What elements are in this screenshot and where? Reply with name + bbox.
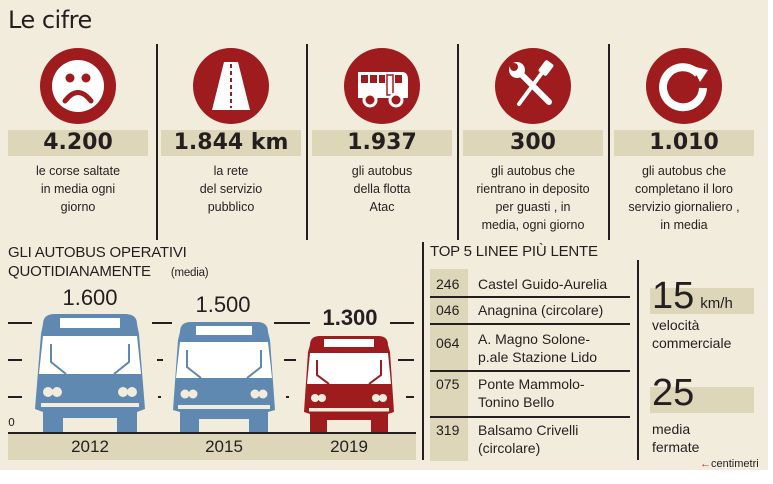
y-axis-zero-label: 0 — [8, 416, 15, 429]
figure-rete: 1.844 km la rete del servizio pubblico — [157, 44, 305, 234]
refresh-arrow-icon — [646, 48, 722, 124]
gridline — [152, 322, 172, 324]
x-axis-line — [8, 432, 416, 434]
figure-value: 1.010 — [614, 130, 754, 156]
figure-completano: 1.010 gli autobus che completano il loro… — [610, 44, 758, 234]
speed-band — [650, 288, 754, 314]
stops-label: media fermate — [652, 421, 700, 455]
x-label-2019: 2019 — [330, 437, 368, 456]
bus-bar-2012 — [35, 314, 145, 432]
row-divider — [430, 416, 630, 418]
line-name: Castel Guido-Aurelia — [478, 276, 608, 292]
stops-band — [650, 387, 754, 413]
x-label-2012: 2012 — [71, 437, 109, 456]
gridline — [398, 359, 414, 361]
bus-side-icon — [344, 48, 420, 124]
gridline — [157, 359, 163, 361]
divider — [637, 260, 639, 460]
sad-face-icon — [40, 48, 116, 124]
row-divider — [430, 370, 630, 372]
line-name: Balsamo Crivelli (circolare) — [478, 422, 579, 456]
figure-value: 300 — [463, 130, 603, 156]
figure-description: gli autobus che completano il loro servi… — [628, 164, 740, 232]
line-code: 075 — [436, 376, 460, 392]
codes-band — [430, 269, 468, 461]
x-label-2015: 2015 — [205, 437, 243, 456]
divider — [457, 44, 459, 240]
divider — [608, 44, 610, 240]
row-divider — [430, 296, 630, 298]
gridline — [8, 359, 22, 361]
credit-logo: ←centimetri — [700, 458, 759, 470]
tools-icon — [495, 48, 571, 124]
figure-value: 4.200 — [8, 130, 148, 156]
figure-corse-saltate: 4.200 le corse saltate in media ogni gio… — [4, 44, 152, 234]
bar-label-2015: 1.500 — [195, 292, 251, 317]
line-code: 319 — [436, 422, 460, 438]
gridline — [286, 396, 289, 398]
credit-mark-icon: ← — [700, 458, 711, 470]
bus-bar-2015 — [173, 322, 275, 432]
figure-flotta: 1.937 gli autobus della flotta Atac — [308, 44, 456, 234]
gridline — [390, 322, 414, 324]
bar-label-2019: 1.300 — [322, 305, 378, 330]
figure-description: la rete del servizio pubblico — [199, 164, 263, 214]
infographic: Le cifre 4.200 le corse saltate in media… — [0, 0, 768, 470]
line-code: 064 — [436, 335, 460, 351]
line-code: 046 — [436, 302, 460, 318]
bus-bar-2019 — [304, 336, 394, 432]
figure-description: gli autobus della flotta Atac — [351, 164, 413, 214]
gridline — [284, 359, 296, 361]
divider — [422, 242, 424, 460]
gridline — [8, 322, 32, 324]
figure-description: gli autobus che rientrano in deposito pe… — [476, 164, 590, 232]
divider — [156, 44, 158, 240]
line-name: Anagnina (circolare) — [478, 302, 604, 318]
page-title: Le cifre — [8, 6, 92, 34]
figure-value: 1.937 — [312, 130, 452, 156]
stops-stat: 25 — [652, 372, 695, 414]
line-name: Ponte Mammolo- Tonino Bello — [478, 376, 585, 410]
row-divider — [430, 323, 630, 325]
line-code: 246 — [436, 276, 460, 292]
figure-value: 1.844 km — [161, 130, 301, 156]
figure-description: le corse saltate in media ogni giorno — [35, 164, 121, 214]
gridline — [406, 396, 414, 398]
gridline — [8, 396, 22, 398]
gridline — [158, 396, 161, 398]
line-name: A. Magno Solone- p.ale Stazione Lido — [478, 331, 598, 365]
figure-guasti: 300 gli autobus che rientrano in deposit… — [459, 44, 607, 234]
speed-stat: 15 km/h — [652, 275, 733, 317]
bar-label-2012: 1.600 — [62, 285, 118, 310]
speed-label: velocità commerciale — [652, 317, 732, 351]
chart-title: GLI AUTOBUS OPERATIVI QUOTIDIANAMENTE (me… — [8, 244, 209, 280]
top5-title: TOP 5 LINEE PIÙ LENTE — [430, 243, 598, 260]
gridline — [274, 322, 310, 324]
x-axis-band — [8, 434, 416, 460]
road-icon — [193, 48, 269, 124]
divider — [306, 44, 308, 240]
